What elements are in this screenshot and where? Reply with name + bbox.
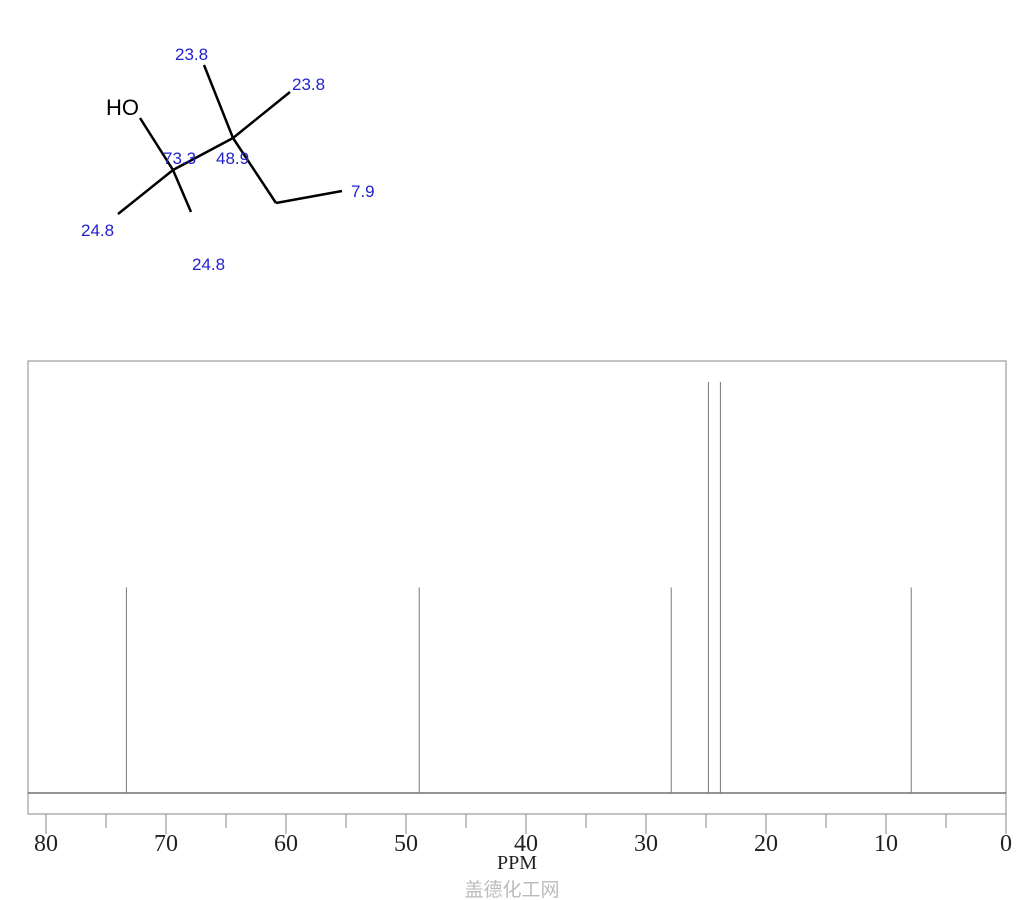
shift-label: 24.8 bbox=[81, 221, 114, 240]
shift-label: 48.9 bbox=[216, 149, 249, 168]
x-axis-label: PPM bbox=[497, 852, 537, 874]
x-tick-label: 30 bbox=[634, 831, 658, 857]
bond bbox=[202, 64, 235, 139]
shift-label: 73.3 bbox=[163, 149, 196, 168]
shift-label: 24.8 bbox=[192, 255, 225, 274]
x-axis: 80 70 60 50 40 30 20 10 0 bbox=[34, 814, 1012, 857]
x-tick-label: 20 bbox=[754, 831, 778, 857]
x-tick-label: 10 bbox=[874, 831, 898, 857]
shift-label: 23.8 bbox=[175, 45, 208, 64]
x-tick-label: 80 bbox=[34, 831, 58, 857]
x-tick-label: 50 bbox=[394, 831, 418, 857]
x-tick-label: 40 bbox=[514, 831, 538, 857]
shift-label: 7.9 bbox=[351, 182, 375, 201]
x-tick-label: 70 bbox=[154, 831, 178, 857]
plot-frame bbox=[27, 360, 1007, 815]
bond bbox=[275, 189, 343, 205]
watermark: 盖德化工网 bbox=[464, 879, 559, 900]
bond bbox=[117, 169, 174, 215]
shift-label: 23.8 bbox=[292, 75, 325, 94]
bond bbox=[171, 169, 193, 213]
bond bbox=[138, 117, 175, 171]
x-tick-label: 0 bbox=[1000, 831, 1012, 857]
atom-label-hydroxyl: HO bbox=[106, 95, 139, 120]
x-tick-label: 60 bbox=[274, 831, 298, 857]
bond bbox=[172, 136, 234, 172]
peaks bbox=[125, 382, 912, 793]
bond bbox=[231, 137, 278, 204]
bond bbox=[232, 91, 291, 139]
molecule-structure: HO 23.8 23.8 73.3 48.9 7.9 24.8 24.8 bbox=[81, 45, 375, 274]
